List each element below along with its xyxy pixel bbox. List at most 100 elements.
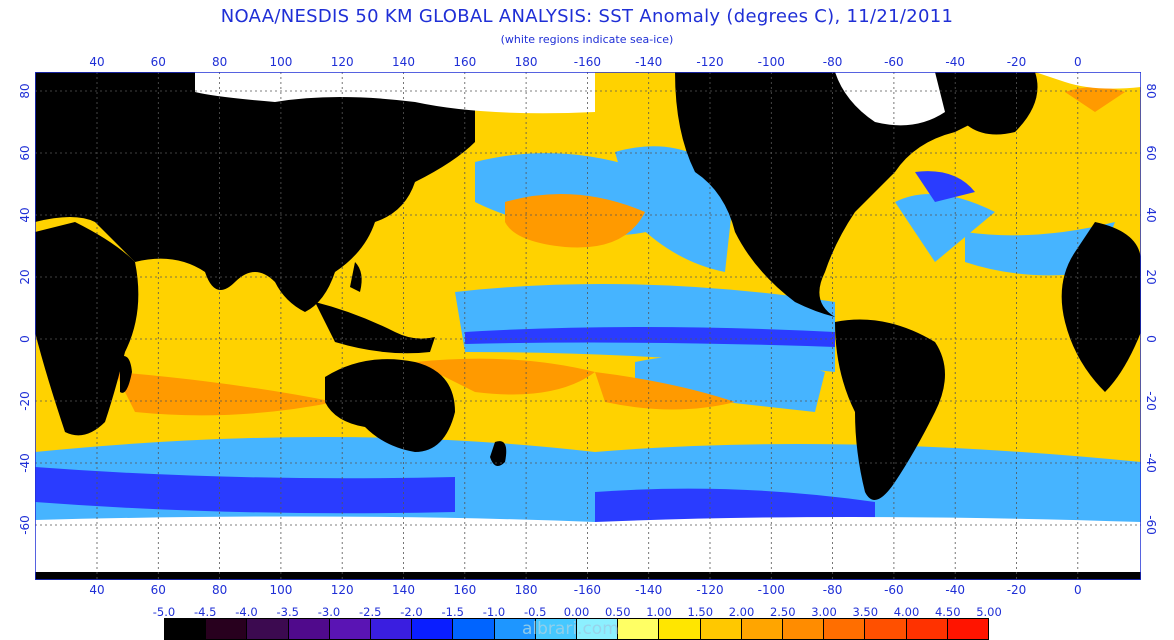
longitude-tick-top: -120 — [696, 55, 724, 69]
longitude-tick-bottom: 60 — [150, 583, 166, 597]
longitude-tick-top: -100 — [757, 55, 785, 69]
latitude-tick-right: 0 — [1144, 335, 1158, 343]
color-scale-cell — [288, 619, 330, 639]
longitude-tick-top: 180 — [514, 55, 538, 69]
longitude-tick-top: 40 — [89, 55, 105, 69]
longitude-tick-bottom: -40 — [945, 583, 965, 597]
latitude-tick-right: 40 — [1144, 207, 1158, 223]
latitude-tick-left: 20 — [18, 269, 32, 285]
color-scale-cell — [247, 619, 289, 639]
color-scale-label: 2.50 — [769, 605, 796, 619]
color-scale-label: 5.00 — [976, 605, 1002, 619]
longitude-tick-bottom: 100 — [269, 583, 293, 597]
longitude-tick-top: 120 — [330, 55, 354, 69]
color-scale-label: 3.00 — [811, 605, 837, 619]
latitude-tick-left: 40 — [18, 207, 32, 223]
color-scale-cell — [906, 619, 948, 639]
color-scale-cell — [824, 619, 866, 639]
longitude-tick-bottom: -120 — [696, 583, 724, 597]
latitude-tick-left: -20 — [18, 391, 32, 411]
color-scale-label: -1.0 — [482, 605, 506, 619]
color-scale-cell — [783, 619, 825, 639]
color-scale-cell — [535, 619, 578, 639]
longitude-tick-top: -160 — [573, 55, 602, 69]
latitude-tick-right: -40 — [1144, 453, 1158, 473]
color-scale-label: -4.0 — [235, 605, 258, 619]
color-scale-cell — [947, 619, 989, 639]
warm-anomaly-regions — [45, 87, 1125, 416]
longitude-tick-top: -20 — [1006, 55, 1027, 69]
color-scale-label: -4.5 — [194, 605, 217, 619]
latitude-tick-left: -40 — [18, 453, 32, 473]
longitude-tick-bottom: 120 — [330, 583, 354, 597]
color-scale-label: -2.5 — [359, 605, 382, 619]
color-scale-label: 4.00 — [893, 605, 920, 619]
color-scale-label: 1.50 — [687, 605, 714, 619]
color-scale-cell — [371, 619, 413, 639]
longitude-tick-bottom: -140 — [635, 583, 663, 597]
longitude-tick-bottom: 80 — [211, 583, 228, 597]
latitude-tick-right: 60 — [1144, 145, 1158, 161]
longitude-tick-bottom: -20 — [1006, 583, 1027, 597]
strong-cool-regions — [35, 171, 975, 522]
color-scale-cell — [577, 619, 619, 639]
color-scale-cell — [412, 619, 454, 639]
color-scale-label: 1.00 — [646, 605, 672, 619]
latitude-tick-left: -60 — [18, 515, 32, 535]
color-scale-label: 2.00 — [728, 605, 755, 619]
longitude-tick-bottom: 40 — [89, 583, 105, 597]
latitude-tick-left: 80 — [18, 83, 32, 99]
color-scale-cell — [329, 619, 372, 639]
color-scale-cell — [865, 619, 907, 639]
longitude-tick-bottom: -160 — [573, 583, 602, 597]
color-scale-label: -1.5 — [441, 605, 464, 619]
map-subtitle: (white regions indicate sea-ice) — [500, 33, 674, 46]
color-scale-label: 4.50 — [934, 605, 961, 619]
latitude-tick-left: 0 — [18, 335, 32, 343]
color-scale-cell — [659, 619, 701, 639]
longitude-tick-top: 140 — [392, 55, 415, 69]
latitude-tick-right: -60 — [1144, 515, 1158, 535]
color-scale-cell — [453, 619, 495, 639]
longitude-tick-top: 160 — [453, 55, 477, 69]
color-scale-cell — [494, 619, 536, 639]
longitude-tick-top: -60 — [884, 55, 904, 69]
sst-anomaly-map — [35, 72, 1141, 580]
longitude-tick-bottom: 160 — [453, 583, 477, 597]
sea-ice-regions — [35, 72, 1141, 572]
longitude-tick-bottom: -60 — [884, 583, 904, 597]
color-scale-bar — [164, 618, 989, 640]
color-scale-label: 0.00 — [563, 605, 590, 619]
longitude-tick-top: -40 — [945, 55, 965, 69]
watermark-text: albrari.com — [522, 619, 619, 639]
longitude-tick-top: -140 — [635, 55, 663, 69]
longitude-tick-bottom: -80 — [822, 583, 843, 597]
color-scale-label: -0.5 — [524, 605, 547, 619]
color-scale-label: -3.5 — [276, 605, 299, 619]
color-scale-label: -5.0 — [152, 605, 176, 619]
longitude-tick-bottom: 0 — [1073, 583, 1082, 597]
color-scale-cell — [165, 619, 207, 639]
longitude-tick-bottom: 140 — [392, 583, 415, 597]
longitude-tick-bottom: 180 — [514, 583, 538, 597]
latitude-tick-left: 60 — [18, 145, 32, 161]
color-scale-label: -3.0 — [317, 605, 341, 619]
color-scale-cell — [618, 619, 660, 639]
map-title: NOAA/NESDIS 50 KM GLOBAL ANALYSIS: SST A… — [220, 6, 954, 27]
longitude-tick-bottom: -100 — [757, 583, 785, 597]
color-scale-label: 3.50 — [852, 605, 879, 619]
color-scale-cell — [741, 619, 784, 639]
longitude-tick-top: -80 — [822, 55, 843, 69]
color-scale-cell — [206, 619, 248, 639]
longitude-tick-top: 80 — [211, 55, 228, 69]
longitude-tick-top: 60 — [150, 55, 166, 69]
latitude-tick-right: 20 — [1144, 269, 1158, 285]
longitude-tick-top: 100 — [269, 55, 293, 69]
color-scale-label: 0.50 — [604, 605, 631, 619]
graticule-grid — [35, 72, 1141, 580]
latitude-tick-right: 80 — [1144, 83, 1158, 99]
color-scale-cell — [700, 619, 742, 639]
color-scale-label: -2.0 — [400, 605, 423, 619]
latitude-tick-right: -20 — [1144, 391, 1158, 411]
longitude-tick-top: 0 — [1073, 55, 1082, 69]
